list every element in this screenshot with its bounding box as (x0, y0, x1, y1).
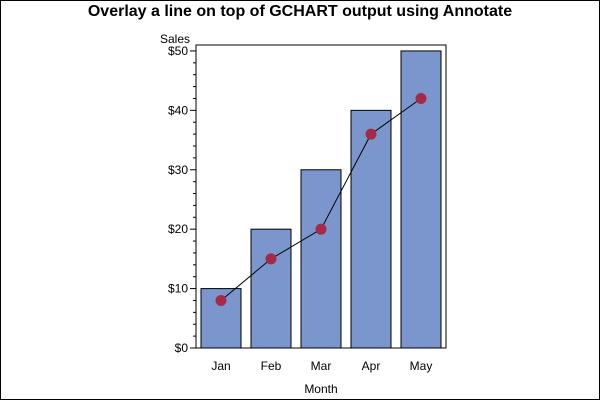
line-marker-may (415, 92, 427, 104)
y-tick-label: $0 (175, 341, 189, 355)
y-tick-label: $20 (168, 222, 188, 236)
line-marker-feb (265, 253, 277, 265)
y-tick-label: $40 (168, 103, 188, 117)
x-tick-label: Mar (311, 359, 332, 373)
y-tick-label: $30 (168, 163, 188, 177)
chart-title: Overlay a line on top of GCHART output u… (87, 3, 513, 20)
x-tick-label: Jan (211, 359, 230, 373)
y-axis-label: Sales (160, 32, 190, 46)
y-tick-label: $50 (168, 44, 188, 58)
x-tick-label: Feb (261, 359, 282, 373)
x-axis-label: Month (304, 382, 337, 396)
bar-apr (350, 109, 392, 349)
line-marker-apr (365, 128, 377, 140)
line-marker-mar (315, 223, 327, 235)
bar-feb (250, 228, 292, 349)
line-marker-jan (215, 294, 227, 306)
bar-mar (300, 169, 342, 349)
x-tick-label: Apr (362, 359, 381, 373)
x-tick-label: May (410, 359, 433, 373)
y-tick-label: $10 (168, 282, 188, 296)
